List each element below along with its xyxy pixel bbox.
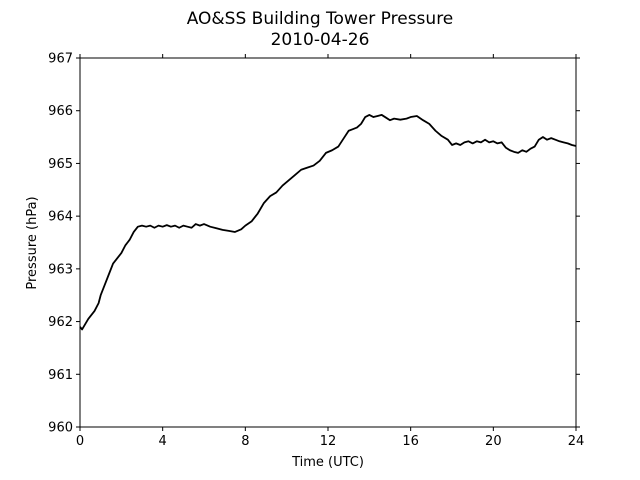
x-axis-label: Time (UTC): [291, 455, 364, 470]
y-axis-label: Pressure (hPa): [25, 196, 40, 289]
x-axis-ticks: 0 4 8 12 16 20 24: [76, 54, 584, 449]
y-tick-label: 966: [48, 104, 73, 119]
y-tick-label: 964: [48, 210, 73, 225]
y-tick-label: 965: [48, 157, 73, 172]
y-tick-label: 961: [48, 368, 73, 383]
x-tick-label: 0: [76, 434, 84, 449]
x-tick-label: 8: [241, 434, 249, 449]
x-tick-label: 12: [320, 434, 337, 449]
y-tick-label: 967: [48, 52, 73, 67]
y-tick-label: 962: [48, 315, 73, 330]
y-tick-label: 960: [48, 421, 73, 436]
plot-area-frame: [79, 57, 577, 428]
y-tick-label: 963: [48, 262, 73, 277]
x-tick-label: 20: [485, 434, 502, 449]
x-tick-label: 4: [159, 434, 167, 449]
y-axis-ticks: 960 961 962 963 964 965 966 967: [48, 52, 580, 436]
chart-subtitle: 2010-04-26: [271, 30, 370, 50]
x-tick-label: 24: [568, 434, 585, 449]
pressure-series-line: [79, 114, 577, 331]
chart-title: AO&SS Building Tower Pressure: [187, 9, 454, 29]
x-tick-label: 16: [402, 434, 419, 449]
